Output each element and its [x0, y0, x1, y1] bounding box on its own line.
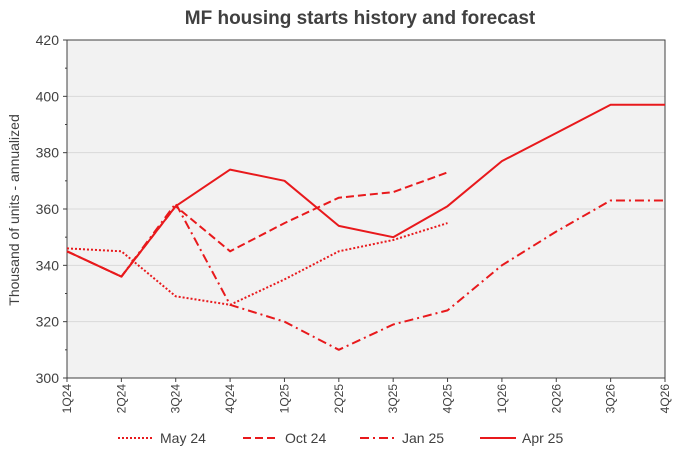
x-tick-label: 2Q26	[549, 384, 563, 414]
y-tick-label: 400	[36, 88, 60, 104]
legend-label: Jan 25	[402, 430, 444, 446]
plot-border	[66, 39, 666, 379]
x-tick-label: 2Q25	[332, 384, 346, 414]
y-tick-label: 420	[36, 32, 60, 48]
y-tick-label: 320	[36, 314, 60, 330]
legend-label: Apr 25	[522, 430, 563, 446]
series-line-apr-25	[66, 103, 665, 278]
x-tick-label: 1Q25	[277, 384, 291, 414]
x-tick-label: 4Q26	[658, 384, 672, 414]
legend-label: May 24	[160, 430, 206, 446]
x-tick-label: 3Q25	[386, 384, 400, 414]
y-tick-label: 380	[36, 145, 60, 161]
x-tick-label: 3Q24	[169, 384, 183, 414]
plot-area: 300 320 340 360 380 400 420 1Q24 2Q24 3Q24 4Q24 1Q2…	[36, 32, 672, 413]
x-tick-label: 4Q25	[441, 384, 455, 414]
x-tick-label: 4Q24	[223, 384, 237, 414]
x-tick-label: 1Q24	[60, 384, 74, 414]
legend: May 24 Oct 24 Jan 25 Apr 25	[118, 430, 563, 446]
y-axis-label: Thousand of units - annualized	[6, 114, 22, 305]
y-tick-label: 300	[36, 370, 60, 386]
y-tick-label: 360	[36, 201, 60, 217]
legend-label: Oct 24	[285, 430, 326, 446]
y-tick-label: 340	[36, 257, 60, 273]
chart-title: MF housing starts history and forecast	[185, 8, 536, 29]
x-tick-label: 2Q24	[114, 384, 128, 414]
x-tick-label: 3Q26	[604, 384, 618, 414]
x-tick-label: 1Q26	[495, 384, 509, 414]
series-line-jan-25	[66, 199, 665, 351]
